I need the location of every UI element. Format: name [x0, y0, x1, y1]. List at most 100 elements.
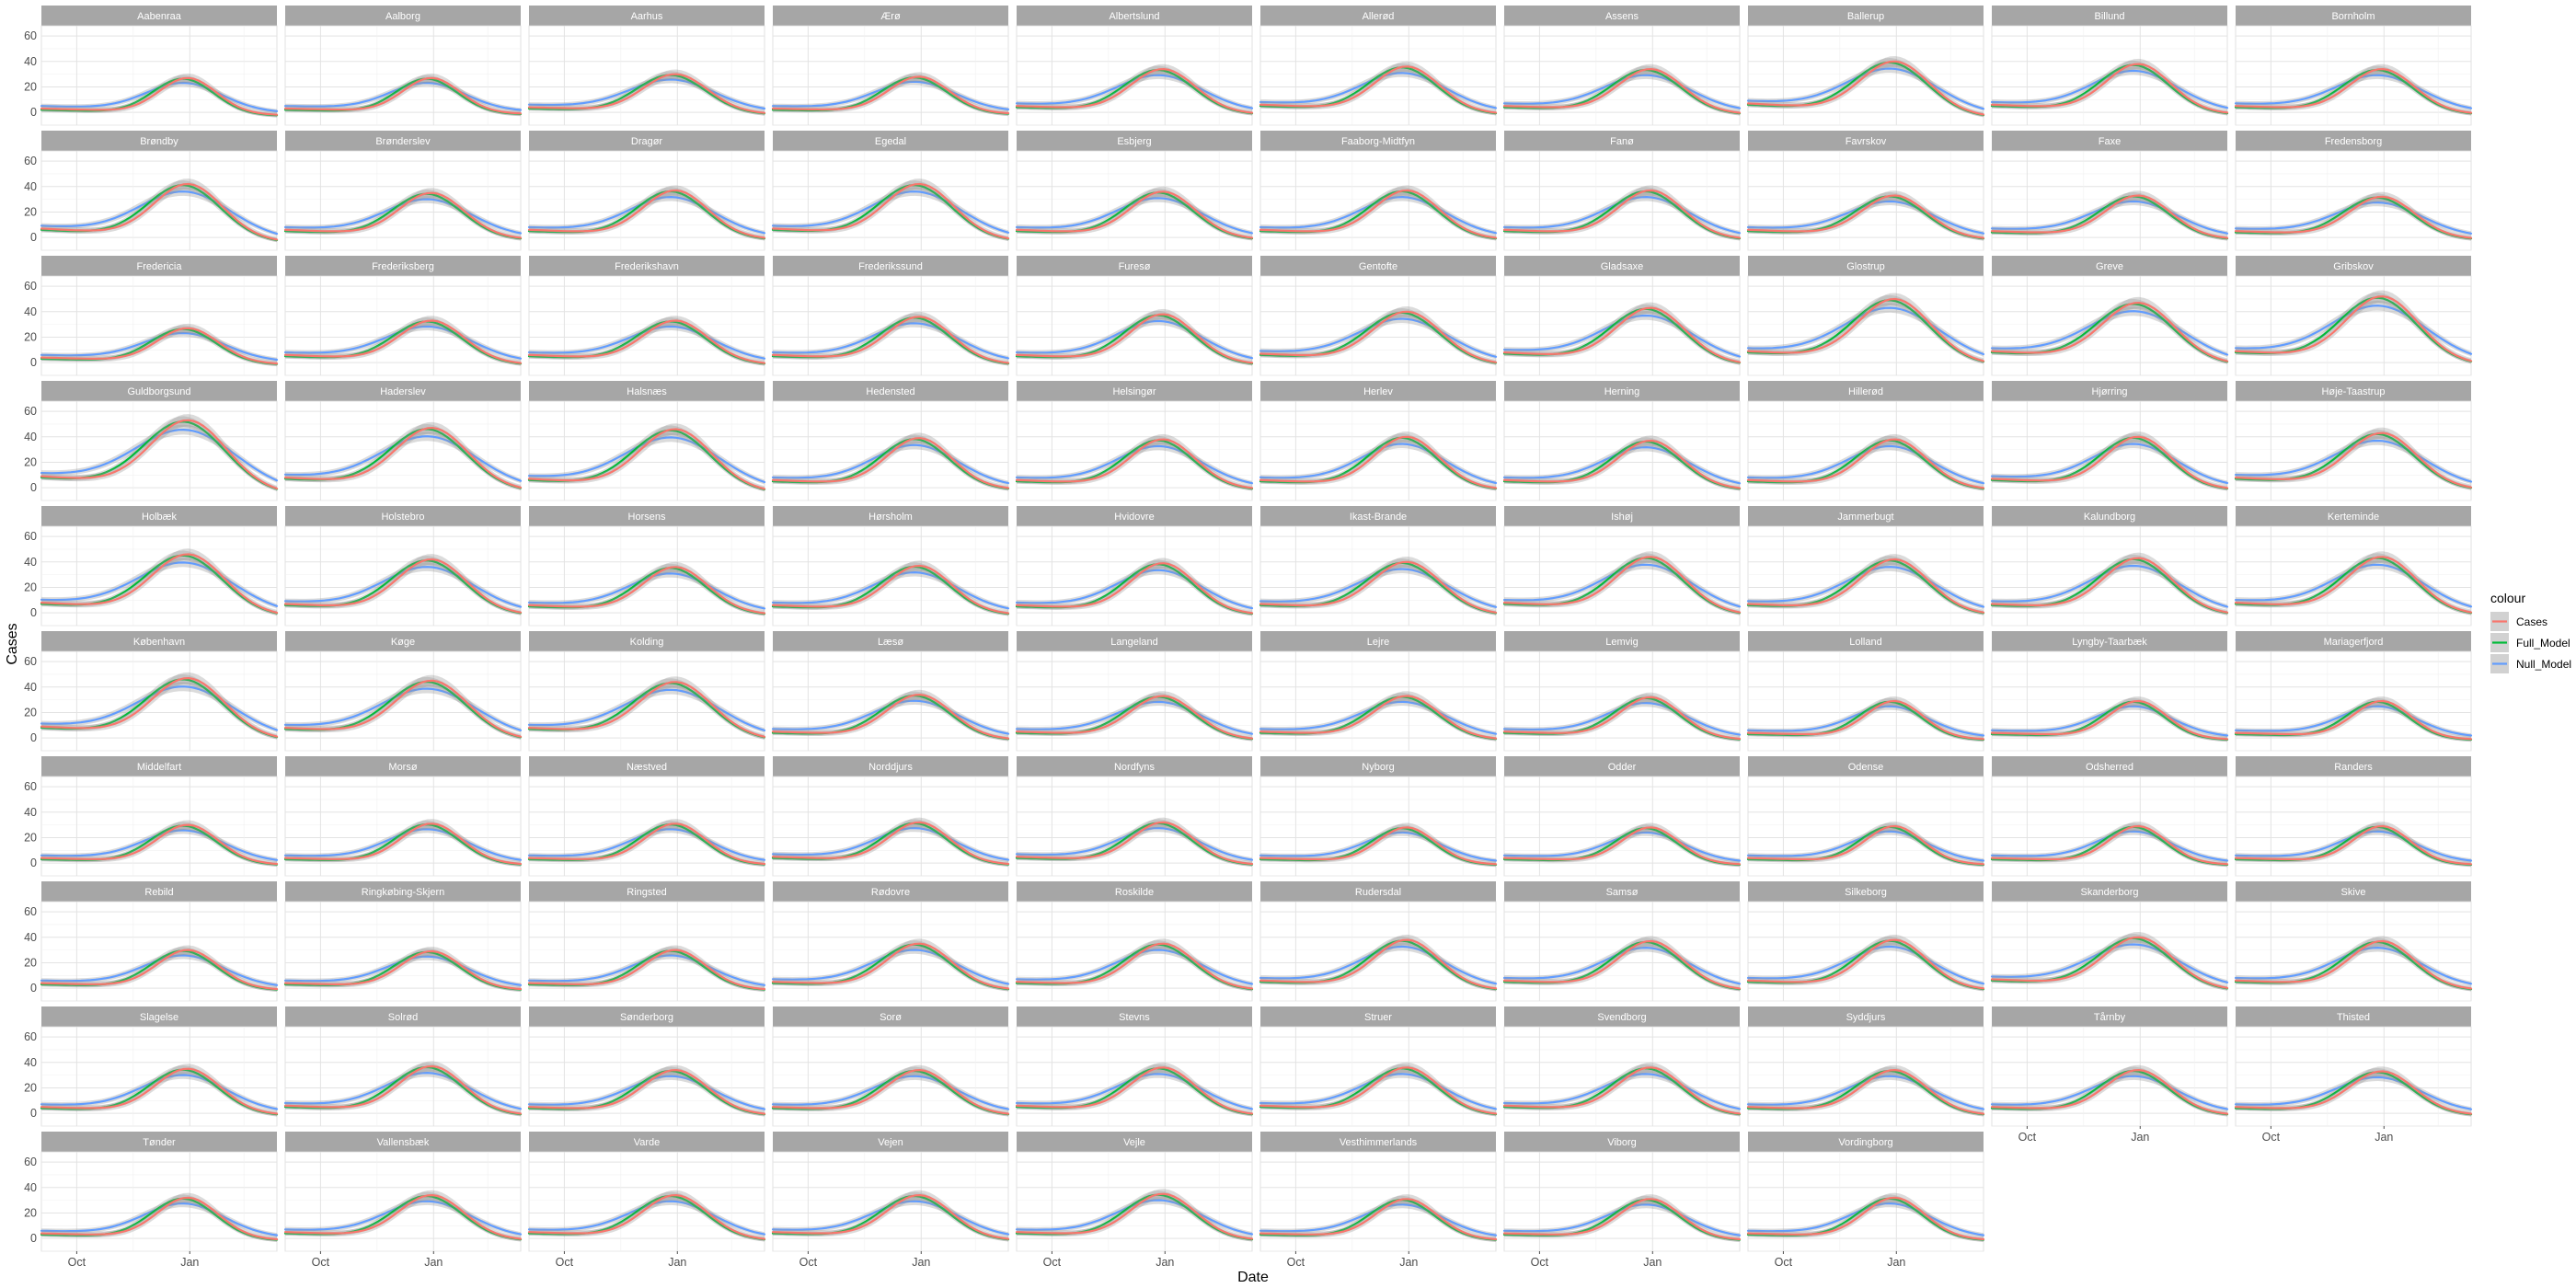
confidence-ribbon: [285, 819, 521, 867]
confidence-ribbon: [1260, 187, 1496, 241]
facet-panel: Ringkøbing-Skjern: [283, 881, 523, 1002]
confidence-ribbon: [773, 180, 1008, 241]
facet-strip: [1748, 131, 1984, 151]
confidence-ribbon: [2236, 937, 2471, 992]
y-tick-label: 0: [30, 857, 37, 869]
confidence-ribbon: [1748, 435, 1984, 491]
facet-panel: Herning: [1502, 381, 1742, 501]
facet-strip-label: Stevns: [1119, 1012, 1150, 1023]
facet-strip: [41, 1006, 277, 1027]
facet-strip-label: Sorø: [880, 1012, 902, 1023]
confidence-ribbon: [41, 178, 277, 243]
confidence-ribbon: [2236, 63, 2471, 116]
facet-strip: [773, 131, 1008, 151]
facet-panel: Aalborg: [283, 6, 523, 126]
y-tick-label: 0: [30, 1232, 37, 1245]
facet-strip-label: Thisted: [2337, 1012, 2370, 1023]
facet-strip-label: Aarhus: [631, 11, 663, 22]
facet-panel: Middelfart 0 20 40 60: [24, 756, 279, 877]
facet-strip-label: Guldborgsund: [127, 386, 190, 397]
facet-strip-label: Nordfyns: [1114, 762, 1156, 773]
confidence-ribbon: [1017, 817, 1252, 867]
confidence-ribbon: [285, 1190, 521, 1242]
confidence-ribbon: [1748, 556, 1984, 615]
facet-strip-label: Frederikssund: [858, 261, 923, 272]
facet-strip: [1260, 631, 1496, 651]
panel-plot-area: [1016, 650, 1253, 752]
y-tick-label: 60: [24, 655, 37, 668]
facet-strip-label: Ballerup: [1847, 11, 1884, 22]
series-line: [771, 1069, 1010, 1115]
confidence-ribbon: [41, 1064, 277, 1117]
facet-strip-label: Svendborg: [1597, 1012, 1646, 1023]
confidence-ribbon: [529, 1191, 765, 1242]
confidence-ribbon: [2236, 193, 2471, 241]
facet-strip: [1748, 506, 1984, 526]
facet-strip: [773, 506, 1008, 526]
facet-strip: [285, 881, 521, 902]
confidence-ribbon: [1260, 431, 1496, 491]
facet-strip-label: Ikast-Brande: [1350, 512, 1407, 523]
series-line: [1259, 72, 1498, 109]
facet-strip-label: Hedensted: [866, 386, 914, 397]
facet-strip-label: Tønder: [143, 1137, 176, 1148]
facet-strip: [41, 6, 277, 26]
facet-panel: Faxe: [1990, 131, 2229, 251]
confidence-ribbon: [1748, 191, 1984, 241]
facet-strip: [529, 1006, 765, 1027]
facet-panel: Lyngby-Taarbæk: [1990, 631, 2229, 752]
facet-strip: [1748, 1132, 1984, 1152]
facet-panel: Kalundborg: [1990, 506, 2229, 627]
x-tick-label: Oct: [1287, 1256, 1305, 1269]
confidence-ribbon: [1992, 934, 2227, 991]
confidence-ribbon: [1017, 692, 1252, 742]
facet-strip: [41, 756, 277, 776]
confidence-ribbon: [285, 1191, 521, 1242]
facet-strip-label: Randers: [2334, 762, 2373, 773]
facet-strip-label: Kolding: [630, 637, 664, 648]
y-tick-label: 0: [30, 106, 37, 119]
series-line: [1990, 194, 2229, 239]
confidence-ribbon: [1504, 1062, 1740, 1117]
confidence-ribbon: [1017, 1190, 1252, 1242]
series-line: [40, 76, 279, 116]
facet-panel: Bornholm: [2234, 6, 2473, 126]
facet-panel: Lejre: [1259, 631, 1498, 752]
confidence-ribbon: [1992, 433, 2227, 491]
confidence-ribbon: [773, 1190, 1008, 1242]
facet-strip-label: Jammerbugt: [1837, 512, 1893, 523]
confidence-ribbon: [1748, 1064, 1984, 1117]
facet-panel: Kerteminde: [2234, 506, 2473, 627]
y-tick-label: 40: [24, 1181, 37, 1194]
facet-strip-label: Mariagerfjord: [2324, 637, 2384, 648]
confidence-ribbon: [1260, 61, 1496, 116]
y-tick-label: 60: [24, 530, 37, 543]
facet-panel: Frederikshavn: [527, 256, 766, 376]
facet-panel: Faaborg-Midtfyn: [1259, 131, 1498, 251]
confidence-ribbon: [1504, 553, 1740, 615]
facet-strip: [529, 506, 765, 526]
series-line: [1015, 197, 1254, 235]
facet-strip-label: Vallensbæk: [377, 1137, 430, 1148]
confidence-ribbon: [1992, 822, 2227, 868]
facet-strip-label: Brøndby: [140, 136, 178, 147]
series-line: [1502, 68, 1742, 114]
confidence-ribbon: [1504, 185, 1740, 241]
series-line: [527, 566, 766, 615]
x-tick-label: Jan: [668, 1256, 686, 1269]
facet-panel: Allerød: [1259, 6, 1498, 126]
confidence-ribbon: [1992, 1064, 2227, 1117]
confidence-ribbon: [1260, 433, 1496, 491]
facet-panel: Aabenraa 0 20 40 60: [24, 6, 279, 126]
facet-strip: [1992, 631, 2227, 651]
confidence-ribbon: [285, 676, 521, 740]
confidence-ribbon: [1748, 1192, 1984, 1242]
facet-strip: [1260, 1006, 1496, 1027]
panel-plot-area: [1991, 525, 2228, 627]
confidence-ribbon: [529, 684, 765, 733]
series-line: [1015, 68, 1254, 114]
confidence-ribbon: [1504, 692, 1740, 742]
facet-strip-label: Slagelse: [140, 1012, 178, 1023]
series-line: [2234, 824, 2473, 866]
series-line: [1990, 825, 2229, 866]
